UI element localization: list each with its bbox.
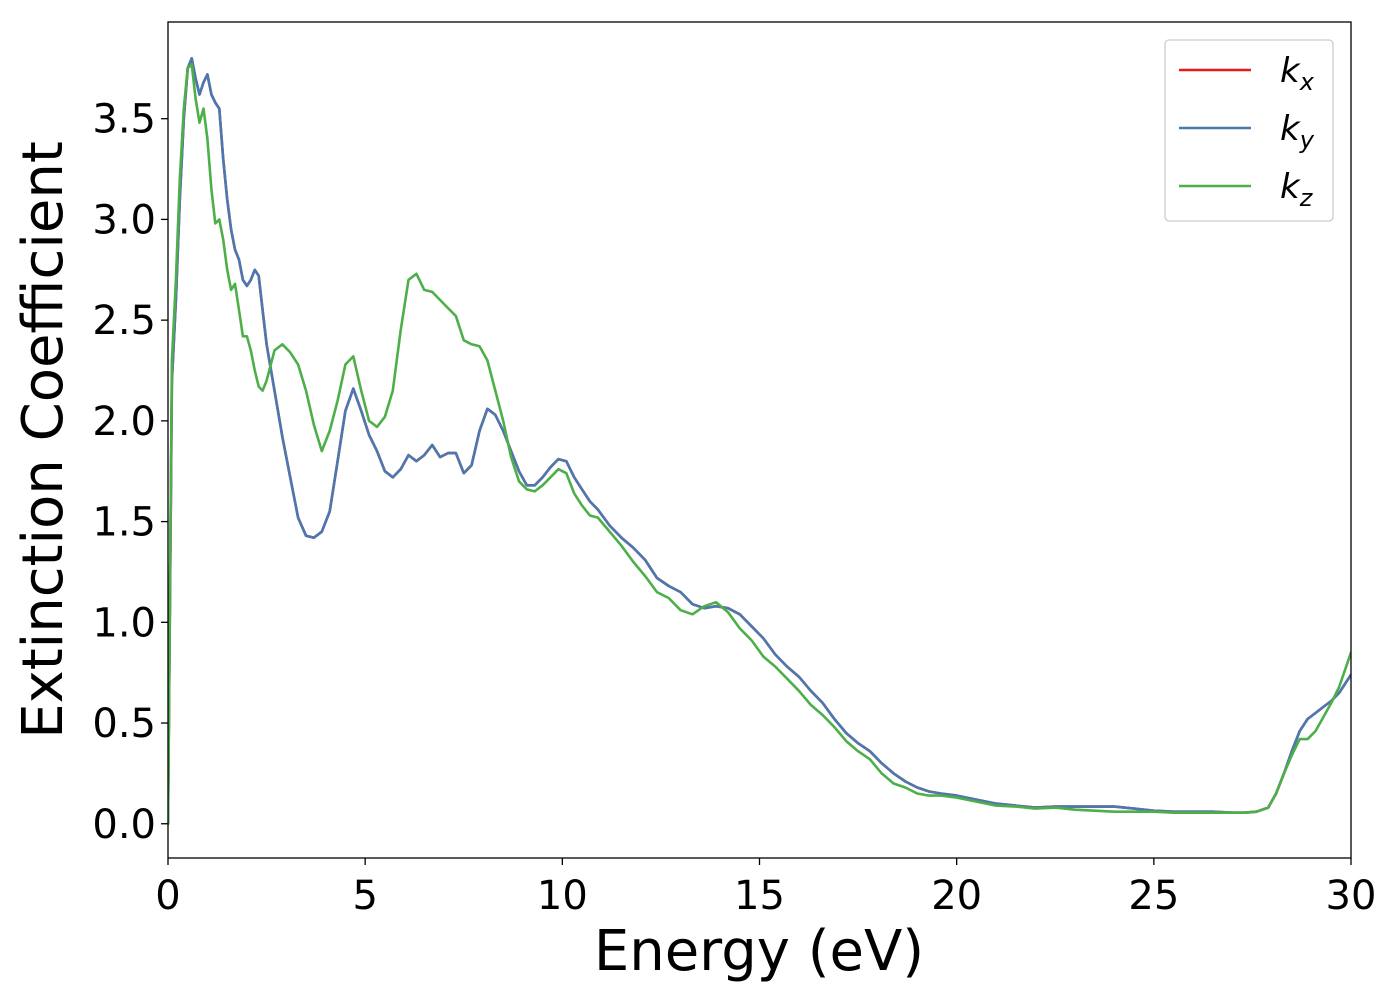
legend-label-ky: ky [1280,109,1315,154]
series-layer [168,56,1351,826]
y-axis: 0.0 0.5 1.0 1.5 2.0 2.5 3.0 3.5 [92,97,168,848]
y-tick-label: 0.5 [92,701,156,747]
legend-label-kz: kz [1280,167,1314,212]
legend-box [1164,39,1334,222]
x-tick-label: 30 [1326,873,1377,919]
x-tick-label: 0 [155,873,180,919]
y-tick-label: 3.5 [92,97,156,143]
legend-label-subscript: y [1299,126,1315,154]
y-axis-label: Extinction Coefficient [11,141,76,739]
legend-label-subscript: z [1299,184,1314,212]
legend-label-kx: kx [1280,51,1315,96]
x-tick-label: 10 [537,873,588,919]
legend-label-subscript: x [1299,68,1315,96]
y-tick-label: 0.0 [92,802,156,848]
y-tick-label: 3.0 [92,197,156,243]
series-line-ky [168,56,1351,826]
legend-label-main: k [1280,51,1301,91]
x-tick-label: 20 [931,873,982,919]
x-axis: 0 5 10 15 20 25 30 [155,858,1376,919]
legend-label-main: k [1280,167,1301,207]
y-tick-label: 2.0 [92,399,156,445]
series-line-kz [168,63,1351,826]
x-tick-label: 15 [734,873,785,919]
y-tick-label: 2.5 [92,298,156,344]
y-tick-label: 1.0 [92,600,156,646]
x-axis-label: Energy (eV) [594,919,924,984]
x-tick-label: 5 [352,873,377,919]
y-tick-label: 1.5 [92,500,156,546]
x-tick-label: 25 [1128,873,1179,919]
legend-label-main: k [1280,109,1301,149]
